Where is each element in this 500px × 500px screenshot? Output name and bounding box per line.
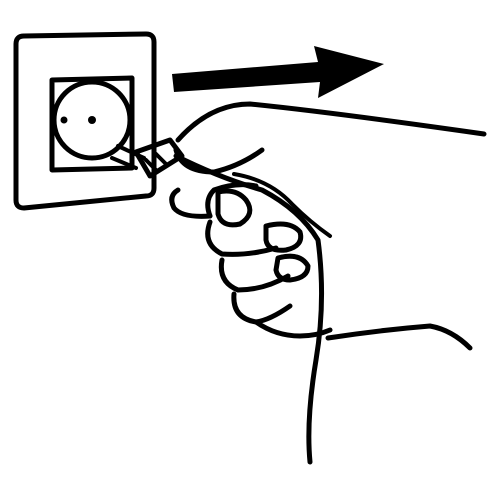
wall-socket-icon <box>13 31 157 211</box>
hand-icon <box>169 101 487 351</box>
cable-icon <box>173 153 325 465</box>
arrow-right-icon <box>172 46 384 98</box>
plug-icon <box>110 137 185 179</box>
